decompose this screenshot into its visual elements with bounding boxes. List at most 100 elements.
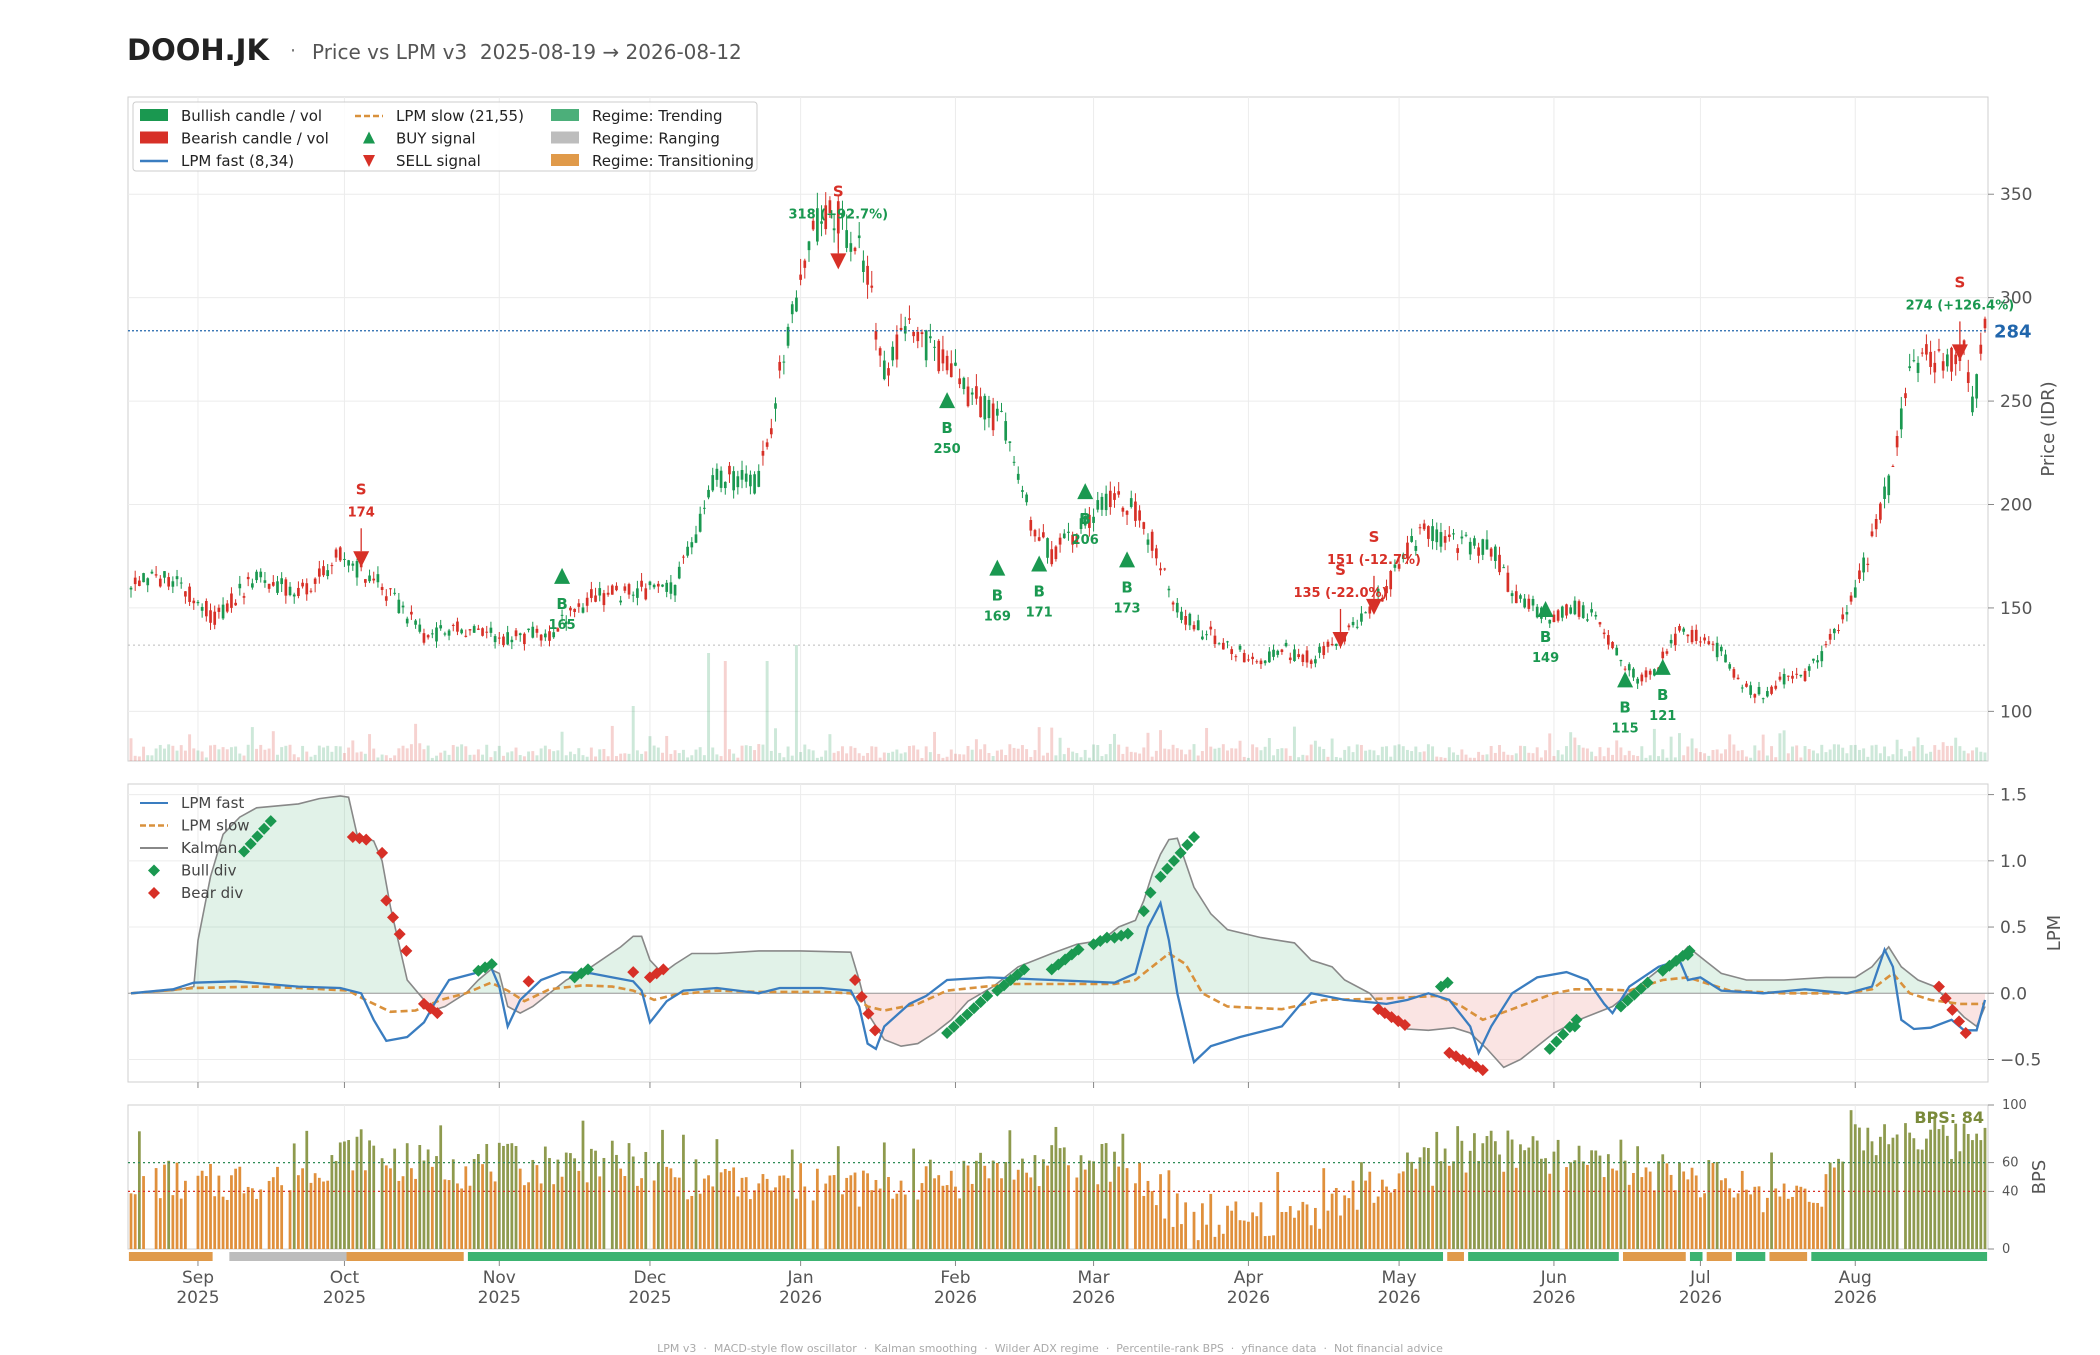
volume-bar (1385, 746, 1388, 761)
bps-bar (129, 1193, 133, 1249)
bps-bar (1799, 1186, 1803, 1249)
bps-bar (1832, 1167, 1836, 1249)
bps-bar (1201, 1203, 1204, 1249)
volume-bar (1192, 744, 1196, 761)
volume-bar (1703, 753, 1707, 761)
candle-body (192, 600, 196, 604)
volume-bar (317, 745, 321, 761)
candle-body (1494, 546, 1497, 561)
volume-bar (1133, 752, 1137, 761)
bps-bar (297, 1175, 300, 1249)
candle-body (1418, 527, 1422, 529)
candle-body (481, 628, 484, 636)
bull-div-marker (961, 1008, 974, 1021)
candle-body (1820, 651, 1824, 662)
bull-div-marker (1121, 927, 1134, 940)
bps-bar (1732, 1197, 1736, 1249)
volume-bar (728, 749, 731, 761)
volume-bar (790, 755, 794, 761)
bps-bar (343, 1141, 346, 1249)
volume-bar (192, 748, 196, 761)
volume-bar (1544, 750, 1548, 761)
candle-body (1485, 539, 1489, 550)
candle-body (795, 297, 798, 312)
volume-bar (418, 743, 422, 761)
bps-bar (958, 1198, 962, 1249)
bps-bar (1079, 1155, 1083, 1249)
candle-body (1519, 595, 1522, 599)
volume-bar (564, 755, 568, 761)
bps-bar (405, 1143, 409, 1249)
candle-body (786, 326, 790, 346)
candle-body (895, 334, 899, 360)
volume-bar (334, 746, 338, 761)
x-tick-month: Feb (940, 1268, 970, 1288)
bps-bar (728, 1170, 731, 1249)
candle-body (1887, 475, 1891, 496)
bull-div-marker (1167, 854, 1180, 867)
volume-bar (1280, 748, 1284, 761)
candle-body (1665, 651, 1669, 654)
candle-body (1385, 586, 1388, 594)
bps-bar (204, 1176, 208, 1249)
bps-bar (1406, 1152, 1409, 1249)
candle-body (908, 318, 911, 320)
volume-bar (882, 752, 886, 761)
candle-body (870, 285, 874, 288)
volume-bar (1041, 755, 1045, 761)
volume-bar (1648, 755, 1652, 761)
bps-bar (615, 1154, 618, 1249)
candle-body (414, 620, 417, 625)
bps-bar (250, 1188, 254, 1249)
candle-body (209, 610, 212, 623)
bps-bar (1008, 1130, 1012, 1249)
bps-bar (238, 1166, 242, 1249)
candle-body (301, 582, 304, 587)
volume-bar (1259, 750, 1263, 761)
candle-body (1213, 635, 1217, 645)
volume-bar (845, 753, 849, 761)
candle-body (1201, 636, 1204, 640)
volume-bar (937, 753, 941, 761)
candle-body (1573, 600, 1577, 615)
volume-bar (640, 753, 644, 761)
bps-bar (1640, 1177, 1644, 1249)
candle-body (1904, 393, 1907, 399)
candle-body (577, 603, 581, 607)
bps-bar (213, 1196, 217, 1249)
volume-bar (1267, 738, 1271, 761)
candle-body (1293, 649, 1296, 662)
volume-bar (506, 752, 510, 761)
volume-bar (351, 740, 355, 761)
candle-body (790, 304, 794, 315)
candle-body (514, 630, 518, 637)
candle-body (1707, 641, 1711, 645)
candle-body (1615, 647, 1619, 656)
candle-body (1816, 660, 1819, 663)
candle-body (698, 513, 702, 532)
bps-bar (803, 1186, 807, 1249)
candle-body (1121, 507, 1125, 512)
candle-body (1134, 501, 1137, 521)
bps-bar (1075, 1177, 1079, 1249)
bull-div-marker (1634, 982, 1647, 995)
sell-signal-marker (1951, 344, 1968, 361)
volume-bar (1037, 727, 1041, 761)
bps-bar (1339, 1215, 1342, 1249)
bear-div-marker (849, 974, 862, 987)
x-tick-year: 2026 (1377, 1288, 1420, 1308)
bps-bar (1527, 1147, 1531, 1249)
bull-div-marker (1154, 870, 1167, 883)
bps-bar (506, 1143, 510, 1249)
bps-bar (1309, 1225, 1313, 1249)
buy-signal-letter: B (1121, 578, 1132, 596)
volume-bar (1075, 753, 1079, 761)
candle-body (627, 584, 631, 595)
candle-body (1100, 496, 1104, 510)
volume-bar (1004, 755, 1008, 761)
volume-bar (1611, 754, 1614, 761)
bps-bar (1519, 1144, 1522, 1249)
volume-bar (1565, 746, 1568, 761)
candle-body (485, 631, 489, 633)
volume-bar (644, 751, 648, 761)
